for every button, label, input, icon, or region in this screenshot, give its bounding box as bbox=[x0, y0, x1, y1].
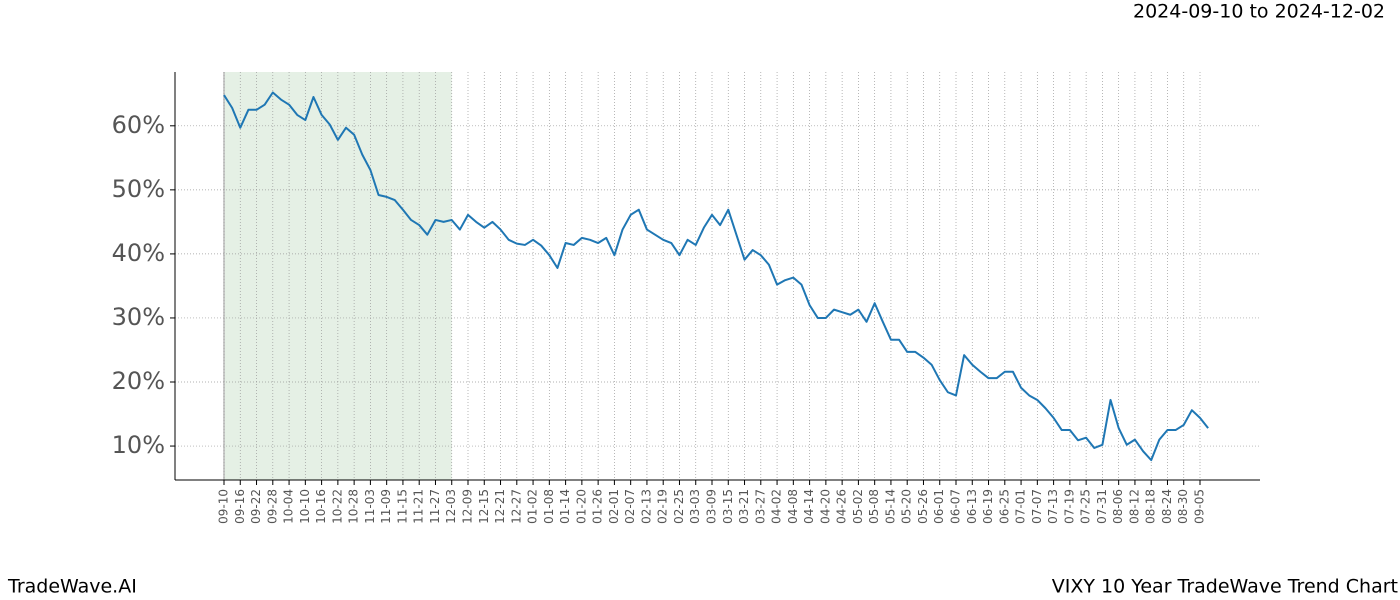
x-tick-label: 11-27 bbox=[428, 489, 442, 524]
x-tick-label: 08-18 bbox=[1144, 489, 1158, 524]
x-tick-label: 06-13 bbox=[965, 489, 979, 524]
x-tick-label: 07-07 bbox=[1030, 489, 1044, 524]
x-tick-label: 06-07 bbox=[949, 489, 963, 524]
x-tick-label: 11-21 bbox=[412, 489, 426, 524]
x-tick-label: 07-13 bbox=[1046, 489, 1060, 524]
x-tick-label: 03-21 bbox=[737, 489, 751, 524]
x-tick-label: 05-20 bbox=[900, 489, 914, 524]
x-tick-label: 04-14 bbox=[802, 489, 816, 524]
x-tick-label: 12-09 bbox=[461, 489, 475, 524]
x-tick-label: 06-01 bbox=[932, 489, 946, 524]
x-tick-label: 02-25 bbox=[672, 489, 686, 524]
x-tick-label: 04-26 bbox=[835, 489, 849, 524]
x-tick-label: 09-05 bbox=[1193, 489, 1207, 524]
chart-subtitle: 2024-09-10 to 2024-12-02 bbox=[1133, 1, 1385, 23]
x-tick-label: 09-28 bbox=[265, 489, 279, 524]
x-tick-label: 07-25 bbox=[1079, 489, 1093, 524]
x-tick-label: 11-03 bbox=[363, 489, 377, 524]
x-tick-label: 10-16 bbox=[314, 489, 328, 524]
x-tick-label: 01-26 bbox=[591, 489, 605, 524]
trend-line bbox=[223, 91, 1209, 462]
x-tick-label: 10-28 bbox=[347, 489, 361, 524]
x-tick-label: 08-24 bbox=[1160, 489, 1174, 524]
x-tick-label: 07-01 bbox=[1014, 489, 1028, 524]
x-tick-label: 03-27 bbox=[753, 489, 767, 524]
x-tick-label: 08-30 bbox=[1176, 489, 1190, 524]
y-tick-label: 10% bbox=[112, 431, 165, 459]
chart-title: VIXY 10 Year TradeWave Trend Chart bbox=[1052, 576, 1398, 598]
x-tick-label: 09-10 bbox=[217, 489, 231, 524]
x-tick-label: 03-03 bbox=[688, 489, 702, 524]
x-tick-label: 02-07 bbox=[623, 489, 637, 524]
x-tick-label: 09-16 bbox=[233, 489, 247, 524]
x-tick-label: 06-25 bbox=[997, 489, 1011, 524]
x-tick-label: 10-10 bbox=[298, 489, 312, 524]
x-tick-label: 01-02 bbox=[526, 489, 540, 524]
x-tick-label: 04-20 bbox=[818, 489, 832, 524]
x-tick-label: 10-22 bbox=[330, 489, 344, 524]
x-tick-label: 03-15 bbox=[721, 489, 735, 524]
x-tick-label: 12-15 bbox=[477, 489, 491, 524]
y-tick-label: 50% bbox=[112, 175, 165, 203]
x-tick-label: 04-08 bbox=[786, 489, 800, 524]
x-tick-label: 01-08 bbox=[542, 489, 556, 524]
x-tick-label: 01-14 bbox=[558, 489, 572, 524]
x-tick-label: 03-09 bbox=[705, 489, 719, 524]
x-tick-label: 02-13 bbox=[639, 489, 653, 524]
x-tick-label: 08-06 bbox=[1111, 489, 1125, 524]
x-tick-label: 02-19 bbox=[656, 489, 670, 524]
x-tick-label: 02-01 bbox=[607, 489, 621, 524]
brand: TradeWave.AI bbox=[7, 576, 137, 598]
x-tick-label: 10-04 bbox=[282, 489, 296, 524]
x-tick-label: 08-12 bbox=[1127, 489, 1141, 524]
x-tick-label: 12-03 bbox=[444, 489, 458, 524]
x-tick-label: 05-26 bbox=[916, 489, 930, 524]
x-tick-label: 07-19 bbox=[1062, 489, 1076, 524]
x-tick-label: 11-09 bbox=[379, 489, 393, 524]
x-tick-label: 07-31 bbox=[1095, 489, 1109, 524]
x-tick-label: 01-20 bbox=[574, 489, 588, 524]
x-tick-label: 04-02 bbox=[770, 489, 784, 524]
x-tick-label: 12-27 bbox=[509, 489, 523, 524]
y-tick-label: 30% bbox=[112, 303, 165, 331]
y-tick-label: 40% bbox=[112, 239, 165, 267]
x-tick-label: 12-21 bbox=[493, 489, 507, 524]
x-tick-label: 06-19 bbox=[981, 489, 995, 524]
y-tick-label: 60% bbox=[112, 111, 165, 139]
x-tick-label: 05-08 bbox=[867, 489, 881, 524]
x-tick-label: 09-22 bbox=[249, 489, 263, 524]
x-tick-label: 05-14 bbox=[883, 489, 897, 524]
y-tick-label: 20% bbox=[112, 367, 165, 395]
x-tick-label: 05-02 bbox=[851, 489, 865, 524]
x-tick-label: 11-15 bbox=[395, 489, 409, 524]
